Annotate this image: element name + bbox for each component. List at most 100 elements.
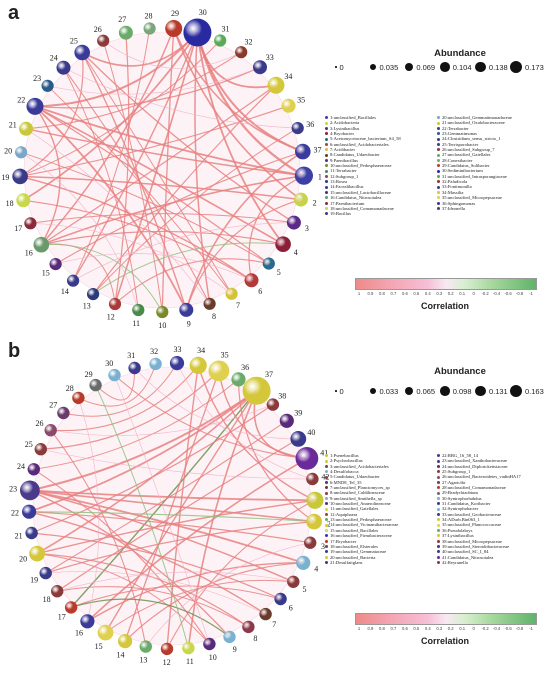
panel-letter-a: a — [8, 2, 20, 24]
b-edge-20-10 — [37, 553, 210, 645]
b-abundance-label-4: 0.131 — [488, 386, 508, 396]
b-node-label-35: 35 — [221, 351, 229, 360]
taxa-legend-a: 1:unclassified_Bacillales 2:Acidobacteria… — [325, 115, 547, 225]
b-edge-29-31 — [95, 367, 136, 401]
b-node-label-36: 36 — [241, 363, 249, 372]
b-legend-dot-21 — [325, 561, 328, 565]
b-node-label-41: 41 — [320, 448, 328, 457]
b-legend-dot-35 — [437, 523, 440, 527]
b-edge-12-1 — [166, 499, 316, 650]
a-legend-text-7: 7:Acidibacter — [330, 147, 355, 153]
a-node-33 — [253, 60, 267, 75]
b-node-label-19: 19 — [30, 575, 38, 584]
b-edge-1-20 — [36, 499, 315, 555]
a-colorbar-tick-8: 0.2 — [447, 291, 454, 296]
a-legend-item-33: 33:Fontimonilla — [437, 184, 545, 189]
b-node-label-2: 2 — [327, 519, 330, 528]
a-colorbar-tick-12: -0.4 — [492, 291, 501, 296]
a-legend-text-29: 29:Candidatus_Solibacter — [442, 163, 490, 169]
a-abundance-label-0: 0 — [339, 62, 344, 72]
a-node-20 — [15, 146, 28, 159]
a-node-label-26: 26 — [94, 25, 102, 34]
b-legend-dot-9 — [325, 496, 328, 500]
b-edge-2-19 — [45, 521, 315, 574]
a-edge-26-10 — [102, 40, 163, 313]
b-legend-item-18: 18:unclassified_Elsterales — [325, 544, 433, 549]
a-legend-dot-37 — [437, 207, 440, 211]
b-node-39 — [279, 413, 294, 428]
a-legend-dot-32 — [437, 180, 440, 184]
a-abundance-dot-3 — [440, 62, 450, 72]
b-node-21 — [25, 526, 38, 540]
b-legend-text-18: 18:unclassified_Elsterales — [330, 543, 378, 549]
colorbar-ticks-b: 1 0.9 0.8 0.7 0.6 0.5 0.4 0.3 0.2 0.1 0 -0.2 -0.4 -0.… — [355, 626, 535, 634]
a-edge-10-29 — [161, 28, 175, 313]
b-node-label-16: 16 — [75, 629, 83, 638]
a-abundance-item-0: 0 — [335, 58, 344, 76]
b-legend-item-12: 12:Aquiphaera — [325, 512, 433, 517]
b-node-38 — [266, 398, 280, 411]
b-legend-dot-41 — [437, 555, 440, 559]
b-legend-text-13: 13:unclassified_Pedosphaeraceae — [330, 517, 392, 523]
a-node-label-13: 13 — [83, 302, 91, 311]
b-node-label-32: 32 — [150, 347, 158, 356]
b-node-1 — [306, 491, 324, 509]
b-legend-item-16: 16:unclassified_Firmibacteraceae — [325, 533, 433, 538]
taxa-legend-b-col2: 22:RBG_16_58_14 23:unclassified_Xanthobac… — [437, 453, 545, 565]
a-abundance-item-1: 0.035 — [370, 58, 398, 76]
b-legend-dot-31 — [437, 502, 440, 506]
b-abundance-dot-4 — [475, 385, 486, 397]
b-legend-text-11: 11:unclassified_Gaiellales — [330, 506, 379, 512]
b-colorbar-tick-10: 0 — [472, 626, 475, 631]
a-legend-dot-10 — [325, 164, 328, 168]
a-legend-text-36: 36:Sphingomonas — [442, 200, 476, 206]
b-colorbar-tick-14: -0.8 — [515, 626, 524, 631]
a-edge-33-22 — [34, 66, 261, 109]
a-edge-4-30 — [196, 32, 284, 245]
b-node-5 — [287, 575, 300, 588]
b-node-label-5: 5 — [303, 585, 307, 594]
b-edge-30-41 — [114, 374, 307, 459]
b-node-33 — [169, 356, 185, 371]
b-node-11 — [182, 641, 195, 655]
b-legend-item-15: 15:unclassified_Bacillales — [325, 528, 433, 533]
a-abundance-dot-2 — [405, 62, 414, 72]
b-legend-item-38: 38:unclassified_Micropepsaceae — [437, 539, 545, 544]
b-edge-36-2 — [237, 379, 315, 523]
b-abundance-label-0: 0 — [339, 386, 344, 396]
network-a: 1234567891011121314151617181920212223242… — [1, 8, 322, 330]
b-legend-text-41: 41:Candidatus_Nitrosotalea — [442, 554, 494, 560]
b-legend-item-2: 2:Psychrobacillus — [325, 458, 433, 463]
a-legend-dot-30 — [437, 169, 440, 173]
b-legend-item-42: 42:Reyranella — [437, 560, 545, 565]
a-node-label-10: 10 — [158, 321, 166, 330]
panel-letter-b: b — [8, 340, 21, 362]
a-legend-item-37: 37:Ideonella — [437, 206, 545, 211]
b-legend-item-40: 40:unclassified_SC_I_84 — [437, 549, 545, 554]
b-node-32 — [149, 357, 162, 371]
taxa-legend-a-col2: 20:unclassified_Gemmatimonadaceae 21:uncl… — [437, 115, 545, 211]
a-legend-dot-27 — [437, 153, 440, 157]
b-legend-dot-20 — [325, 555, 328, 559]
a-node-label-2: 2 — [313, 199, 317, 208]
a-legend-dot-11 — [325, 169, 328, 173]
a-edge-26-32 — [102, 40, 242, 69]
a-colorbar-tick-11: -0.2 — [481, 291, 489, 296]
a-node-15 — [49, 258, 62, 271]
a-legend-text-20: 20:unclassified_Gemmatimonadaceae — [442, 115, 512, 120]
correlation-colorbar-b — [355, 613, 537, 625]
a-node-label-8: 8 — [212, 312, 216, 321]
a-node-21 — [19, 121, 34, 136]
b-legend-text-9: 9:unclassified_Smithella_sp — [330, 495, 382, 501]
a-legend-text-12: 12:Subgroup_1 — [330, 173, 359, 179]
b-edge-17-6 — [70, 585, 281, 608]
b-colorbar-tick-12: -0.4 — [492, 626, 501, 631]
a-legend-item-21: 21:unclassified_Oxalobacteraceae — [437, 120, 545, 125]
a-edge-21-1 — [25, 128, 304, 177]
b-node-label-34: 34 — [197, 346, 205, 355]
b-colorbar-tick-5: 0.5 — [413, 626, 420, 631]
b-legend-text-29: 29:Bradyrhizobium — [442, 490, 478, 496]
b-legend-text-16: 16:unclassified_Firmibacteraceae — [330, 533, 392, 539]
a-node-label-1: 1 — [318, 172, 322, 181]
a-node-label-20: 20 — [4, 147, 12, 156]
